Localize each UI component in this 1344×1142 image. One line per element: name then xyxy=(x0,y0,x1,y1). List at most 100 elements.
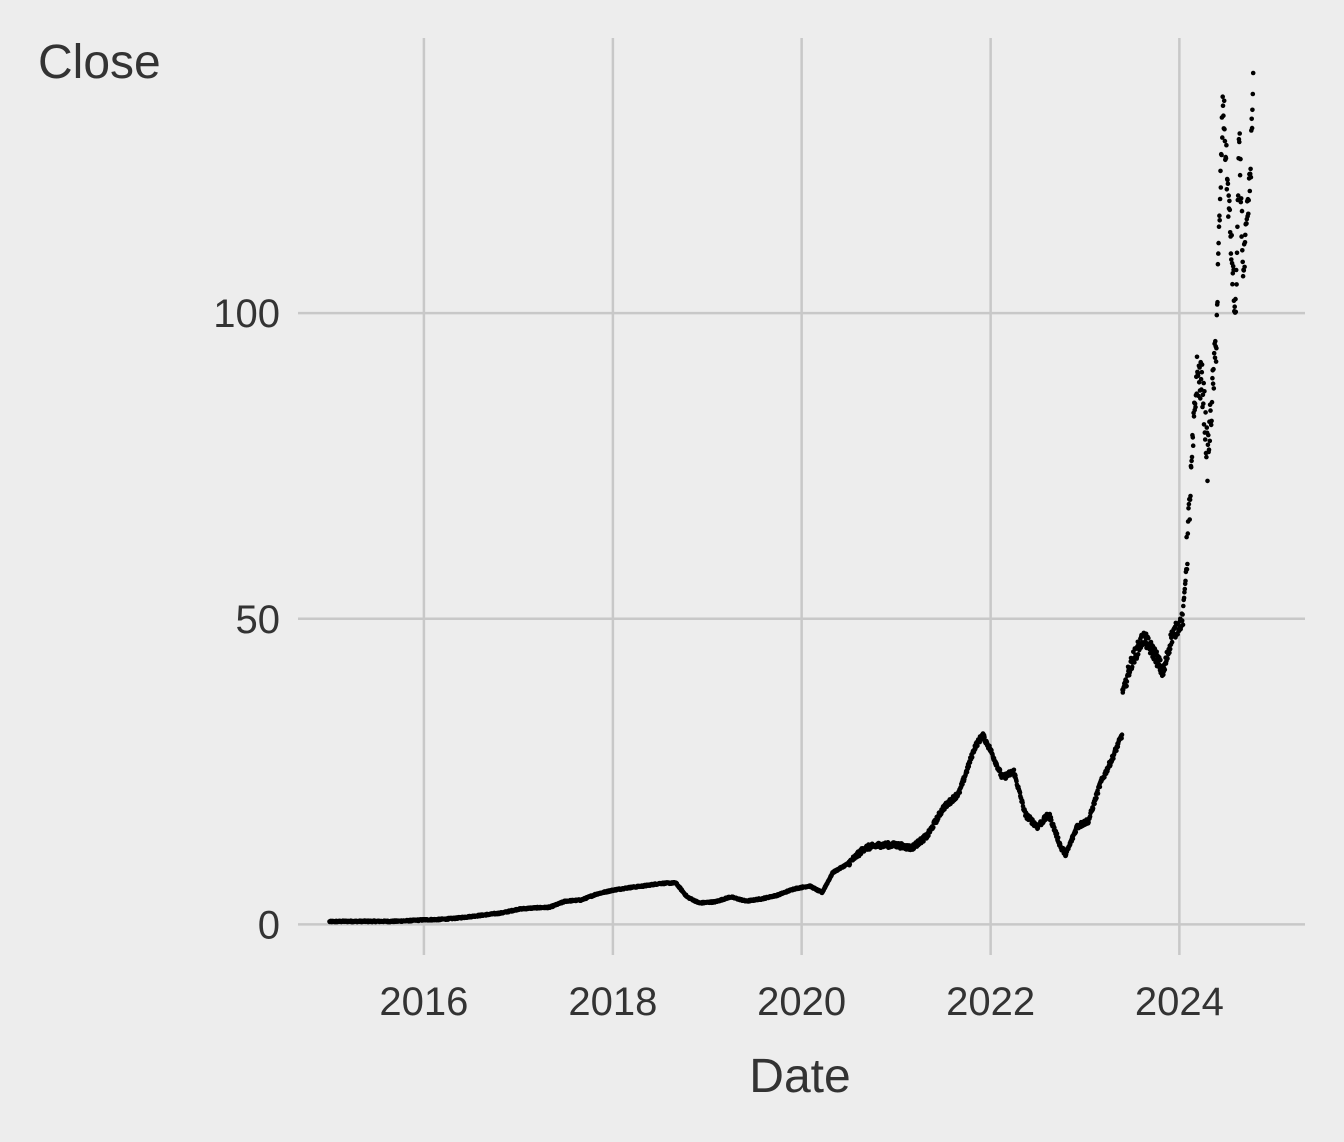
data-point xyxy=(997,767,1003,773)
data-point xyxy=(1227,198,1232,204)
data-point xyxy=(1238,199,1244,205)
data-point xyxy=(1132,660,1137,665)
data-point xyxy=(1218,168,1223,174)
data-point xyxy=(1233,267,1239,273)
data-point xyxy=(1190,443,1196,449)
data-point xyxy=(1119,736,1124,741)
data-point xyxy=(1211,350,1217,356)
data-point xyxy=(1246,198,1251,203)
data-point xyxy=(1214,345,1219,351)
data-point xyxy=(1205,478,1210,484)
data-point xyxy=(1054,831,1060,837)
data-point xyxy=(1238,156,1243,162)
data-point xyxy=(1201,380,1206,386)
data-point xyxy=(847,862,853,867)
data-point xyxy=(1242,264,1247,270)
data-point xyxy=(1226,214,1231,219)
x-axis-title: Date xyxy=(749,1050,850,1103)
data-point xyxy=(926,833,931,838)
data-point xyxy=(1208,408,1213,413)
data-point xyxy=(1094,795,1099,801)
data-point xyxy=(1154,649,1159,654)
data-point xyxy=(1243,232,1248,238)
data-point xyxy=(1087,814,1093,819)
data-point xyxy=(1232,304,1237,310)
data-point xyxy=(1193,404,1198,410)
data-point xyxy=(1234,282,1239,287)
data-point xyxy=(1162,667,1168,673)
data-point xyxy=(1244,221,1249,226)
data-point xyxy=(1200,392,1206,398)
data-point xyxy=(1204,454,1209,460)
data-point xyxy=(1248,174,1254,180)
data-point xyxy=(1206,447,1212,453)
data-point xyxy=(1230,264,1236,269)
data-point xyxy=(1213,359,1219,364)
data-point xyxy=(1220,94,1225,99)
data-point xyxy=(1222,138,1228,144)
data-point xyxy=(1215,261,1221,267)
data-point xyxy=(1216,224,1222,229)
y-tick-labels: 0 50 100 xyxy=(213,292,280,947)
data-point xyxy=(1229,257,1234,262)
data-point xyxy=(1095,791,1101,796)
y-tick-label: 100 xyxy=(213,292,280,336)
grid xyxy=(298,38,1305,955)
data-point xyxy=(1188,493,1193,499)
data-point xyxy=(1183,578,1188,584)
data-point xyxy=(1221,98,1227,104)
data-point xyxy=(1237,131,1242,136)
data-point xyxy=(1220,103,1226,108)
data-point xyxy=(1020,800,1025,806)
x-tick-label: 2018 xyxy=(568,980,657,1024)
data-point xyxy=(1233,309,1239,315)
data-point xyxy=(1090,806,1096,811)
data-point xyxy=(1218,185,1224,190)
data-point xyxy=(1217,218,1222,223)
data-point xyxy=(957,790,963,795)
data-point xyxy=(1219,152,1224,158)
data-point xyxy=(1135,652,1141,657)
data-point xyxy=(1240,248,1245,253)
data-point xyxy=(1185,561,1190,567)
data-point xyxy=(1185,531,1191,536)
data-point xyxy=(1211,366,1216,372)
x-tick-label: 2024 xyxy=(1135,980,1224,1024)
y-tick-label: 0 xyxy=(258,903,280,947)
data-point xyxy=(1250,107,1255,113)
data-point xyxy=(1214,312,1220,318)
data-point xyxy=(1097,784,1103,790)
data-point xyxy=(1073,829,1079,835)
data-point xyxy=(1198,376,1204,382)
data-point xyxy=(1234,250,1240,256)
data-point xyxy=(1217,196,1223,202)
data-point xyxy=(1129,664,1135,670)
data-point xyxy=(1210,381,1216,387)
data-point xyxy=(1179,618,1185,623)
data-point xyxy=(1226,193,1231,198)
data-point xyxy=(1189,458,1194,464)
data-point xyxy=(1223,155,1229,161)
data-point xyxy=(1248,166,1253,172)
y-axis-title: Close xyxy=(38,36,161,89)
data-point xyxy=(1237,139,1242,145)
data-point xyxy=(1235,224,1240,230)
data-point xyxy=(1189,454,1195,460)
data-point xyxy=(1017,790,1023,795)
data-point xyxy=(1187,497,1193,503)
data-point xyxy=(1124,683,1129,689)
data-point xyxy=(1216,240,1221,246)
data-point xyxy=(1199,362,1205,367)
data-point xyxy=(1240,259,1245,265)
data-point xyxy=(1225,177,1230,183)
data-point xyxy=(1250,91,1256,97)
data-point xyxy=(1184,534,1189,540)
data-point xyxy=(1202,437,1208,442)
data-point xyxy=(1201,401,1206,407)
data-point xyxy=(1014,778,1019,784)
data-point xyxy=(1165,656,1170,661)
data-point xyxy=(1209,399,1215,405)
data-point xyxy=(1167,650,1172,655)
data-point xyxy=(1246,211,1251,217)
